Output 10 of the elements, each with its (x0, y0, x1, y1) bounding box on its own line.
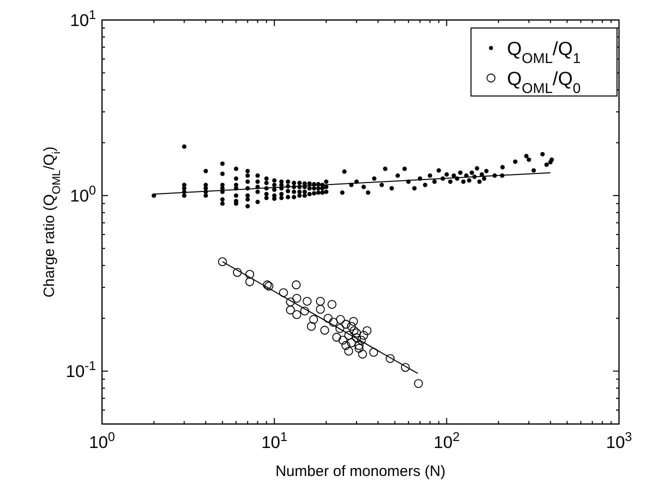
x-tick-label: 10$^{0}$ (88, 428, 116, 452)
x-tick-label: 10$^{1}$ (261, 428, 288, 452)
x-tick-label: 10$^{3}$ (606, 428, 632, 452)
y-tick-label: 10$^{-1}$ (66, 358, 96, 382)
y-tick-label: 10$^{0}$ (70, 182, 96, 206)
x-tick-label: 10$^{2}$ (434, 428, 460, 452)
x-axis-title: Number of monomers (N) (275, 463, 446, 480)
legend-label: Q$_{OML}$/Q$_{1}$ (507, 39, 581, 67)
legend-label: Q$_{OML}$/Q$_{0}$ (507, 69, 581, 97)
y-tick-label: 10$^{1}$ (70, 6, 96, 30)
